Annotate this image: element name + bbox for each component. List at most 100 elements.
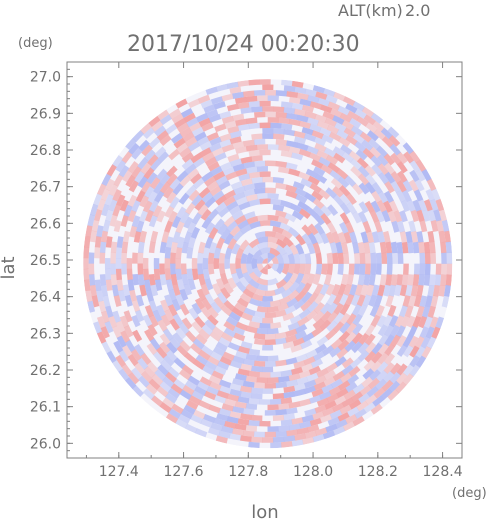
scan-cell — [144, 209, 155, 223]
scan-cell — [322, 345, 335, 356]
scan-cell — [245, 403, 258, 410]
scan-cell — [286, 297, 299, 308]
scan-cell — [254, 182, 266, 189]
scan-cell — [127, 279, 135, 291]
scan-cell — [383, 190, 394, 203]
scan-cell — [415, 169, 426, 182]
scan-cell — [134, 362, 146, 375]
scan-cell — [292, 337, 305, 347]
scan-cell — [333, 91, 346, 102]
scan-cell — [126, 268, 133, 281]
scan-cell — [224, 120, 237, 129]
scan-cell — [352, 101, 365, 112]
scan-cell — [242, 288, 255, 299]
scan-cell — [348, 150, 361, 162]
scan-cell — [277, 216, 290, 225]
scan-cell — [390, 274, 398, 286]
scan-cell — [368, 274, 376, 286]
scan-cell — [183, 231, 193, 244]
scan-cell — [188, 189, 200, 202]
scan-cell — [312, 318, 325, 330]
scan-cell — [313, 232, 324, 245]
scan-cell — [176, 142, 189, 154]
scan-cell — [376, 370, 388, 382]
scan-cell — [301, 127, 314, 136]
scan-cell — [418, 241, 425, 254]
scan-cell — [203, 390, 217, 401]
scan-cell — [370, 360, 382, 373]
scan-cell — [121, 151, 133, 164]
y-tick-label: 26.1 — [30, 400, 61, 416]
scan-cell — [204, 176, 217, 187]
scan-cell — [404, 305, 414, 318]
scan-cell — [325, 328, 337, 341]
scan-cell — [135, 294, 145, 307]
scan-cell — [311, 388, 324, 398]
scan-cell — [214, 365, 227, 376]
scan-cell — [332, 146, 346, 157]
scan-cell — [293, 299, 306, 310]
scan-cell — [354, 284, 363, 297]
scan-cell — [302, 332, 315, 343]
scan-cell — [203, 414, 216, 424]
scan-cell — [201, 298, 212, 311]
scan-cell — [256, 193, 268, 200]
scan-cell — [357, 165, 370, 178]
scan-cell — [100, 188, 111, 201]
scan-cell — [89, 230, 98, 243]
scan-cell — [220, 287, 231, 300]
scan-cell — [245, 117, 258, 125]
scan-cell — [330, 108, 343, 118]
scan-cell — [389, 143, 401, 156]
scan-cell — [314, 142, 327, 153]
chart-title: 2017/10/24 00:20:30 — [127, 32, 360, 57]
scan-cell — [207, 306, 219, 319]
scan-cell — [200, 99, 213, 109]
scan-cell — [223, 327, 236, 338]
scan-cell — [281, 229, 293, 240]
scan-cell — [232, 163, 245, 172]
scan-cell — [199, 140, 213, 151]
scan-cell — [101, 173, 112, 186]
scan-cell — [291, 102, 304, 111]
scan-cell — [361, 376, 374, 388]
scan-cell — [308, 365, 321, 376]
radar-scan-disc — [83, 79, 453, 449]
scan-cell — [249, 297, 261, 307]
scan-cell — [377, 191, 388, 204]
scan-cell — [407, 274, 414, 286]
scan-cell — [218, 430, 231, 439]
scan-cell — [147, 361, 159, 374]
scan-cell — [358, 201, 369, 214]
scan-cell — [195, 354, 208, 366]
scan-cell — [207, 208, 219, 221]
scan-cell — [368, 138, 381, 150]
scan-cell — [324, 400, 337, 410]
scan-cell — [210, 351, 223, 362]
scan-cell — [218, 180, 231, 191]
scan-cell — [322, 430, 336, 440]
scan-cell — [213, 296, 225, 309]
scan-cell — [245, 283, 257, 294]
scan-cell — [386, 252, 393, 264]
scan-cell — [301, 233, 312, 246]
scan-cell — [151, 120, 164, 132]
scan-cell — [134, 344, 145, 357]
scan-cell — [382, 314, 393, 327]
scan-cell — [131, 199, 141, 213]
scan-cell — [429, 274, 436, 286]
scan-cell — [175, 98, 188, 109]
scan-cell — [285, 334, 298, 343]
scan-cell — [104, 193, 114, 207]
x-tick-label: 128.4 — [423, 464, 463, 480]
scan-cell — [194, 385, 207, 396]
scan-cell — [248, 244, 260, 256]
scan-cell — [304, 430, 317, 439]
scan-cell — [223, 420, 236, 429]
scan-cell — [166, 349, 178, 362]
scan-cell — [208, 375, 222, 385]
scan-cell — [204, 278, 214, 291]
scan-cell — [152, 309, 163, 323]
scan-cell — [312, 85, 325, 94]
scan-cell — [206, 180, 219, 192]
